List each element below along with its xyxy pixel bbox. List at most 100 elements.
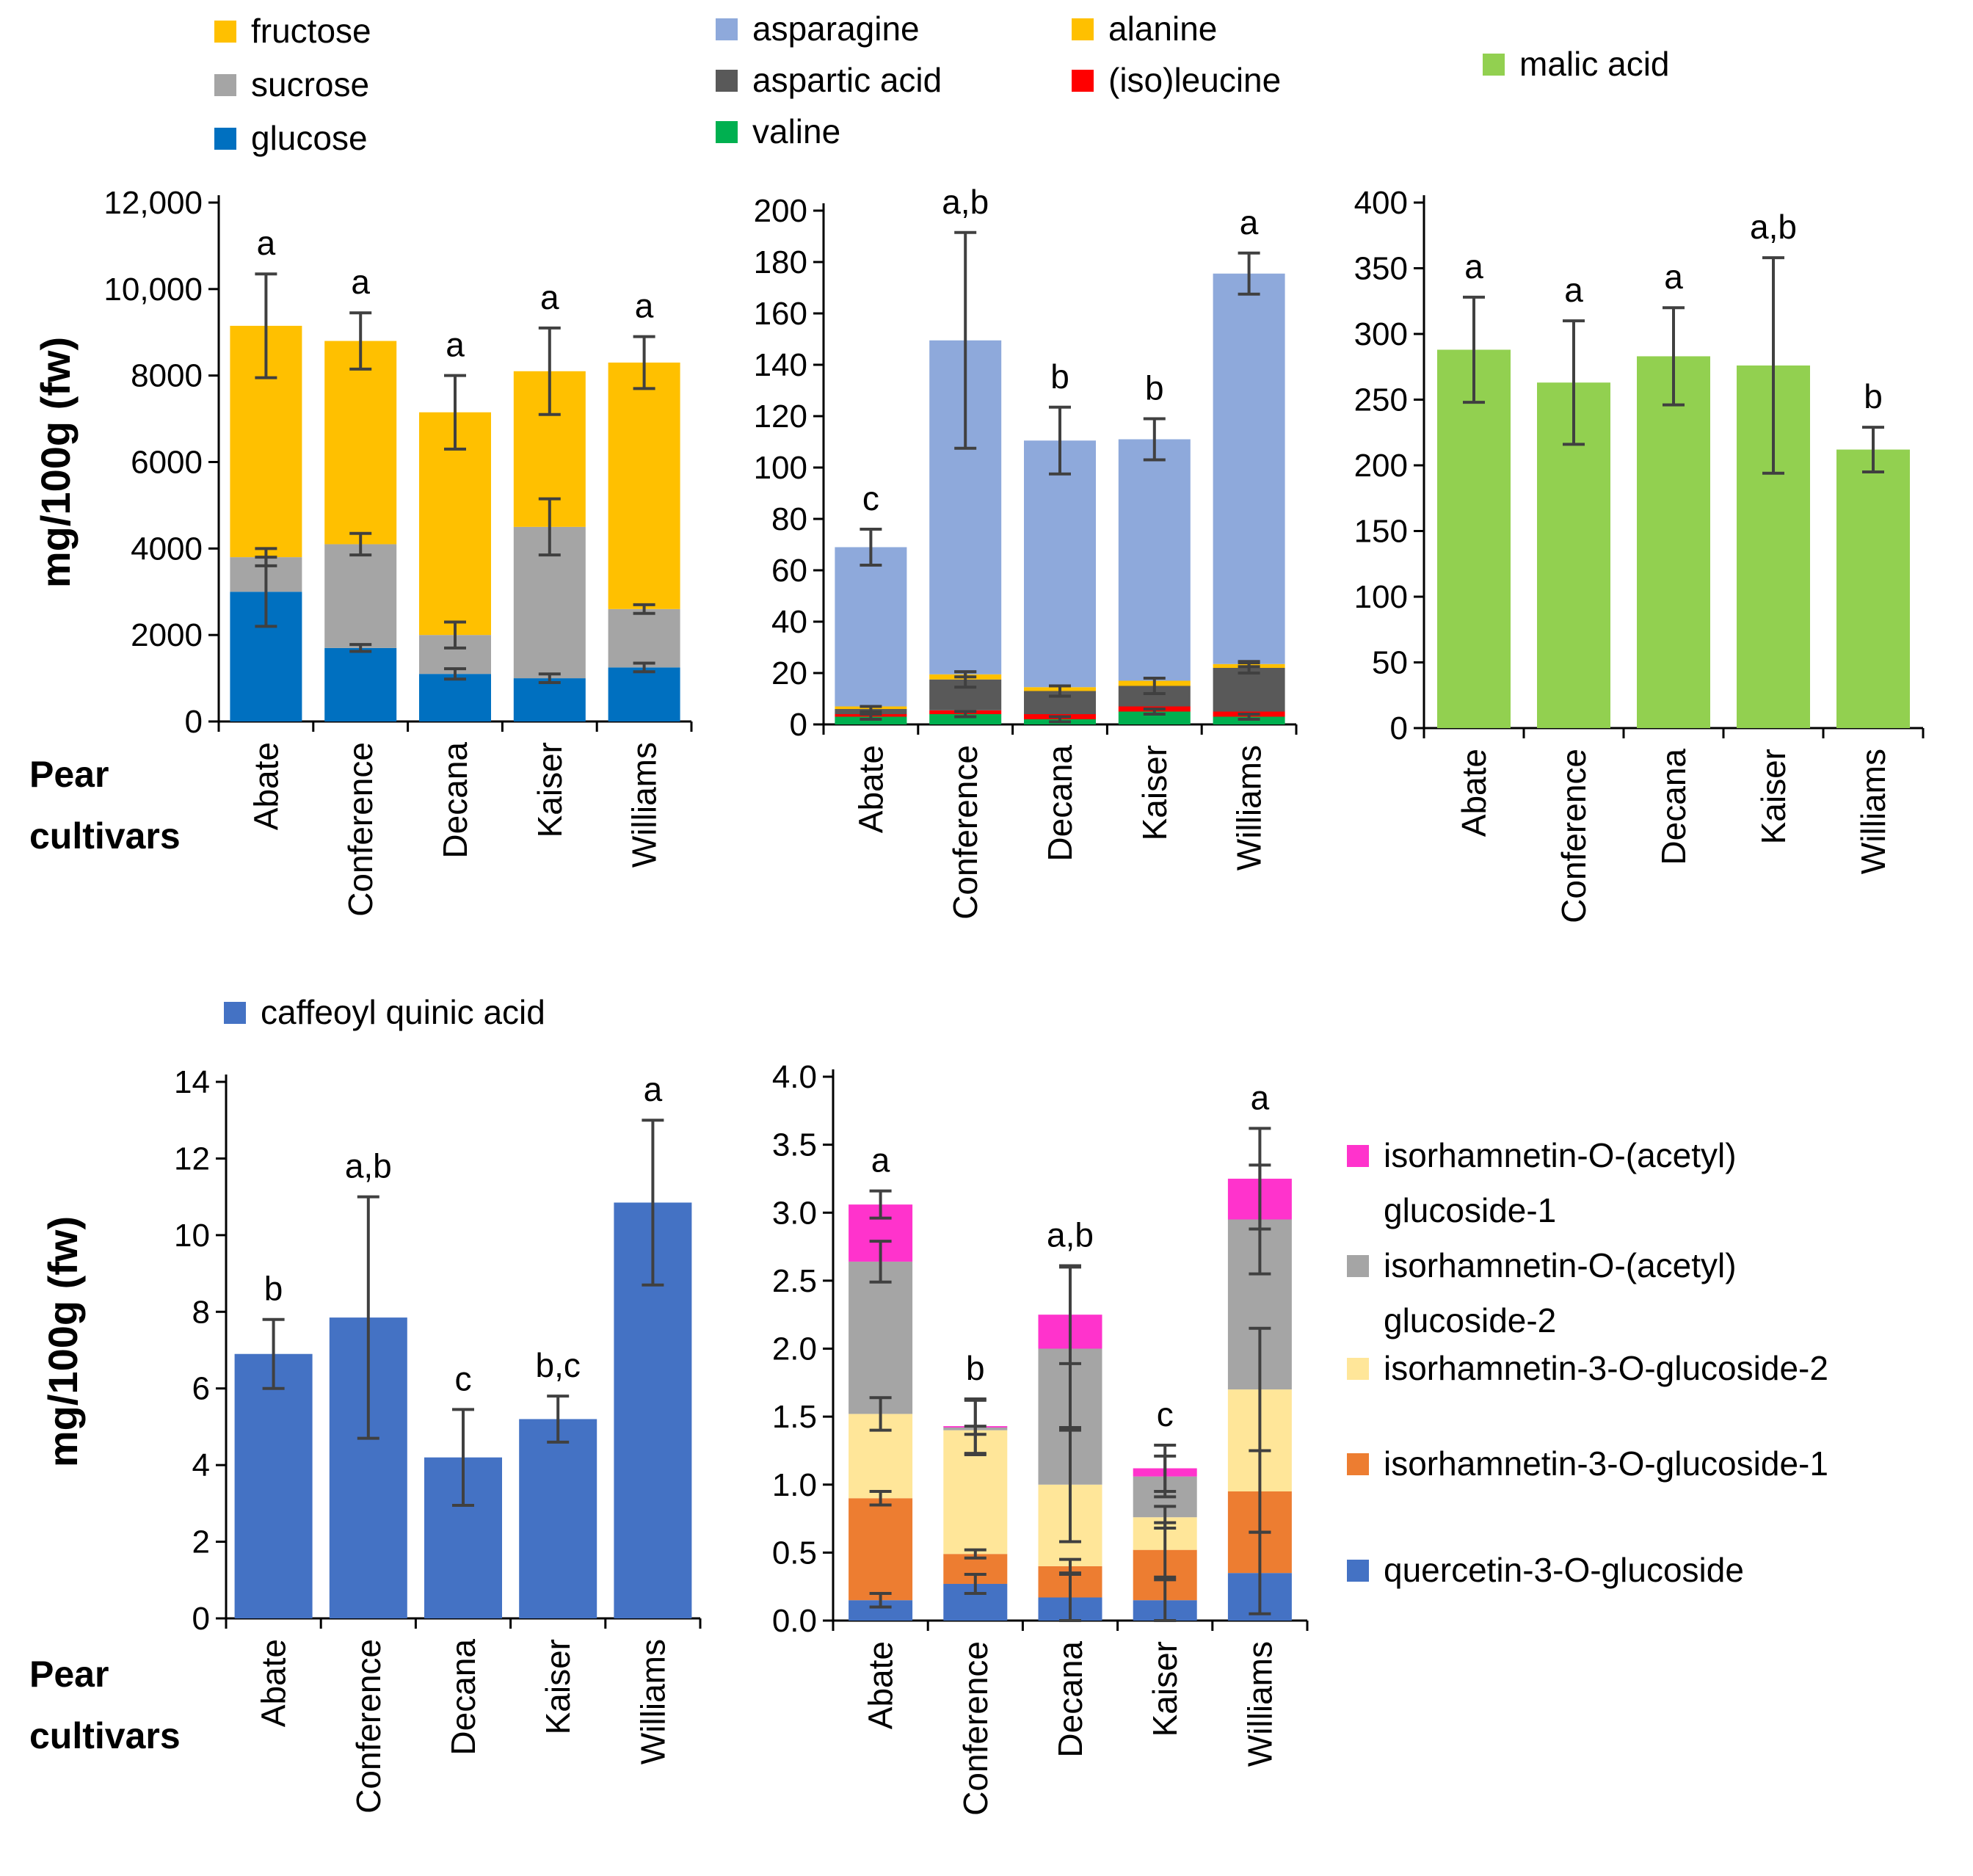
y-tick-label: 12,000 [103,185,203,221]
x-category-label-kaiser: Kaiser [531,742,569,837]
x-category-label-abate: Abate [255,1639,293,1727]
y-tick-label: 350 [1354,251,1408,287]
bar-sucrose-williams [608,608,680,668]
legend-label-isorhamnetin-o-acetyl-glucoside-2-line1: isorhamnetin-O-(acetyl) [1384,1246,1737,1284]
y-tick-label: 250 [1354,382,1408,418]
legend-swatch-isorhamnetin-3-o-glucoside-1 [1347,1453,1369,1475]
legend-label-aspartic-acid: aspartic acid [752,61,942,99]
x-category-label-abate: Abate [851,745,890,833]
legend-swatch-isorhamnetin-o-acetyl-glucoside-2 [1347,1255,1369,1277]
x-axis-title-line1: Pear [29,754,109,795]
x-category-label-conference: Conference [956,1641,995,1816]
legend-label-iso-leucine: (iso)leucine [1108,61,1281,99]
y-tick-label: 4.0 [772,1059,817,1095]
y-tick-label: 14 [174,1064,210,1100]
significance-letter-decana: c [455,1359,472,1397]
y-tick-label: 4 [192,1447,210,1483]
x-category-label-williams: Williams [1240,1641,1279,1767]
y-tick-label: 2 [192,1524,210,1560]
significance-letter-abate: a [871,1141,890,1179]
significance-letter-kaiser: c [1157,1395,1174,1433]
bar-glucose-conference [324,647,397,721]
legend-label-valine: valine [752,112,840,150]
legend-swatch-sucrose [214,74,236,96]
legend-swatch-valine [716,121,738,143]
x-category-label-conference: Conference [349,1639,388,1814]
panel-amino-acids-chart: 0 20 40 60 80 100 120 140 160 180 200 c a,b b b a Abate C… [716,10,1298,920]
legend-label-isorhamnetin-3-o-glucoside-1: isorhamnetin-3-O-glucoside-1 [1384,1444,1828,1483]
y-axis-title: mg/100g (fw) [40,1216,86,1467]
bar-isorhamnetin-3-o-glucoside-1-abate [849,1498,913,1601]
x-axis-title-line2: cultivars [29,1715,181,1756]
y-tick-label: 100 [1354,579,1408,615]
y-tick-label: 0.5 [772,1535,817,1571]
x-category-label-decana: Decana [444,1639,482,1756]
legend-label-caffeoyl-quinic-acid: caffeoyl quinic acid [261,993,545,1031]
panel-sugars-chart: 0 2000 4000 6000 8000 10,000 12,000 a a a a a Abate C… [29,12,693,917]
y-tick-label: 6 [192,1371,210,1407]
y-tick-label: 160 [754,296,807,332]
bar-aspartic-acid-williams [1213,668,1285,712]
y-tick-label: 80 [771,501,807,537]
y-tick-label: 2.5 [772,1263,817,1299]
bar-valine-conference [929,714,1002,724]
legend-label-asparagine: asparagine [752,10,920,48]
bar-fructose-conference [324,341,397,545]
significance-letter-abate: a [257,224,276,262]
y-tick-label: 6000 [131,445,203,481]
legend-label-isorhamnetin-o-acetyl-glucoside-1-line2: glucoside-1 [1384,1191,1556,1229]
x-category-label-decana: Decana [436,742,474,859]
bar-caffeoyl-quinic-acid-abate [234,1353,313,1618]
y-axis-title: mg/100g (fw) [32,337,79,588]
bar-glucose-williams [608,667,680,721]
y-tick-label: 200 [1354,448,1408,484]
x-category-label-abate: Abate [247,742,285,830]
bar-asparagine-abate [835,547,907,707]
legend-label-fructose: fructose [251,12,371,50]
bar-glucose-kaiser [513,678,586,721]
x-axis-title-line1: Pear [29,1654,109,1695]
significance-letter-abate: a [1464,247,1483,286]
x-category-label-kaiser: Kaiser [539,1639,577,1734]
y-tick-label: 1.0 [772,1467,817,1503]
y-tick-label: 400 [1354,185,1408,221]
x-category-label-abate: Abate [862,1641,900,1729]
panel-caffeoyl-chart: 0 2 4 6 8 10 12 14 b a,b c b,c a Abate Conference Decan… [29,993,702,1814]
y-tick-label: 1.5 [772,1399,817,1435]
significance-letter-conference: a,b [345,1147,392,1185]
bar-caffeoyl-quinic-acid-kaiser [519,1419,597,1618]
significance-letter-conference: a [351,263,370,301]
bar-malic-acid-decana [1637,356,1710,728]
x-category-label-kaiser: Kaiser [1754,749,1792,844]
significance-letter-williams: b [1864,377,1883,415]
x-category-label-abate: Abate [1455,749,1493,837]
y-tick-label: 50 [1372,645,1408,681]
significance-letter-decana: a,b [1047,1215,1094,1254]
legend-label-quercetin-3-o-glucoside: quercetin-3-O-glucoside [1384,1551,1744,1589]
significance-letter-williams: a [644,1070,663,1108]
y-tick-label: 0 [1390,710,1408,746]
legend-swatch-aspartic-acid [716,70,738,92]
x-category-label-conference: Conference [341,742,379,917]
bar-asparagine-kaiser [1118,439,1191,681]
y-tick-label: 12 [174,1141,210,1177]
legend-swatch-isorhamnetin-o-acetyl-glucoside-1 [1347,1145,1369,1167]
legend-swatch-isorhamnetin-3-o-glucoside-2 [1347,1358,1369,1380]
y-tick-label: 180 [754,244,807,280]
x-category-label-conference: Conference [946,745,984,920]
legend-label-isorhamnetin-3-o-glucoside-2: isorhamnetin-3-O-glucoside-2 [1384,1349,1828,1387]
significance-letter-decana: a [446,326,465,364]
x-category-label-williams: Williams [1854,749,1892,874]
legend-label-isorhamnetin-o-acetyl-glucoside-1-line1: isorhamnetin-O-(acetyl) [1384,1136,1737,1174]
y-tick-label: 10 [174,1218,210,1254]
y-tick-label: 2000 [131,617,203,653]
significance-letter-kaiser: b,c [536,1346,581,1384]
y-tick-label: 3.5 [772,1127,817,1163]
x-category-label-decana: Decana [1051,1641,1089,1758]
y-tick-label: 8000 [131,358,203,394]
legend-label-glucose: glucose [251,119,368,157]
bar-asparagine-williams [1213,273,1285,664]
x-category-label-williams: Williams [1230,745,1268,870]
bar-malic-acid-williams [1836,449,1910,728]
